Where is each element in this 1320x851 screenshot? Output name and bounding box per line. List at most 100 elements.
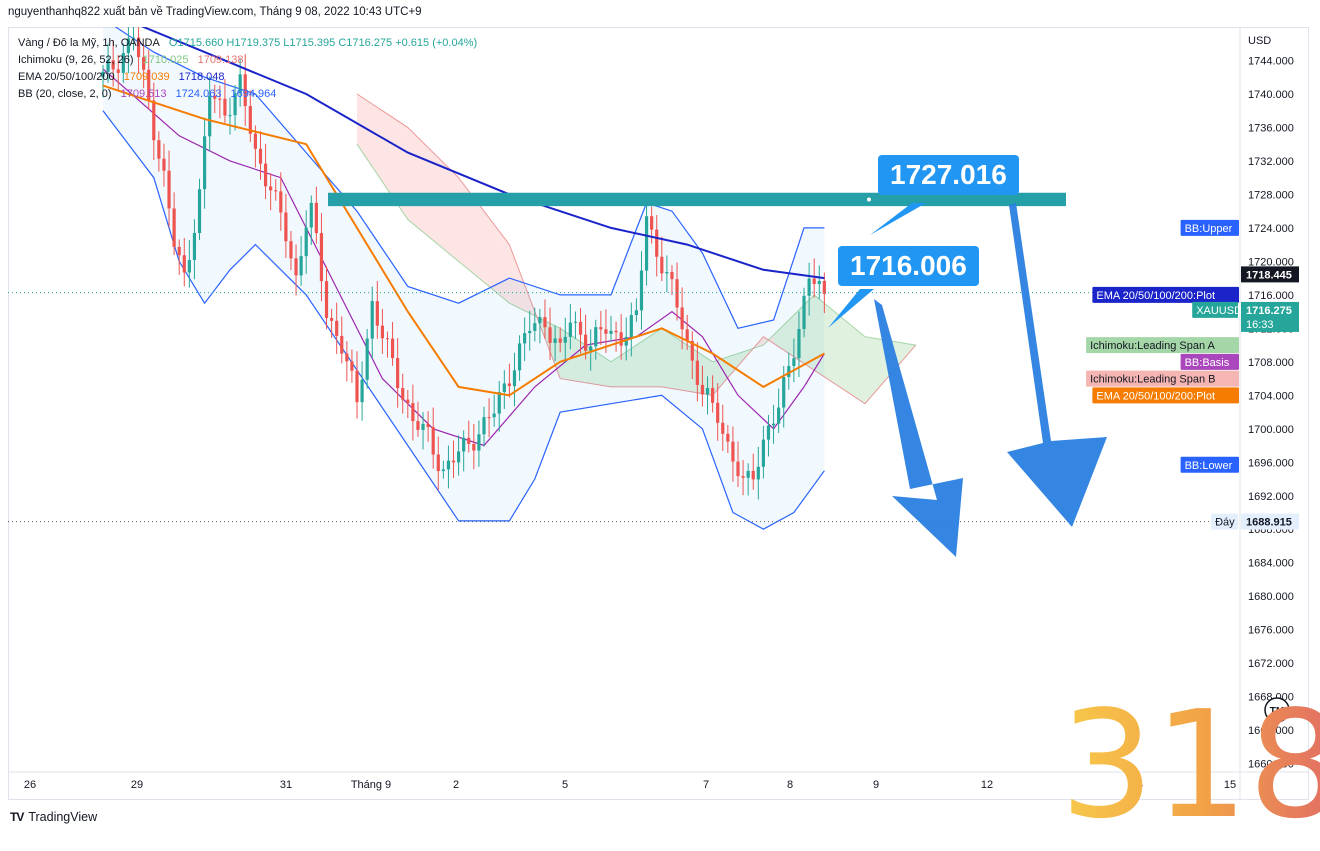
ichimoku-cloud-segment — [651, 328, 662, 387]
candle-body — [787, 366, 791, 378]
candle-body — [411, 403, 415, 422]
price-tag-label-bg — [1086, 370, 1239, 387]
price-tag: BB:Basis — [1180, 353, 1239, 370]
legend-symbol-row[interactable]: Vàng / Đô la Mỹ, 1h, OANDA O1715.660 H17… — [18, 35, 483, 52]
candle-body — [416, 421, 420, 430]
candle-body — [523, 333, 527, 344]
candle-body — [614, 330, 618, 333]
candle-body — [731, 441, 735, 462]
candle-body — [152, 100, 156, 141]
time-tick-label: 5 — [562, 779, 568, 791]
down-arrow-left — [874, 299, 963, 557]
candle-body — [396, 358, 400, 389]
ichimoku-cloud-segment — [824, 303, 835, 384]
price-tag-label: Đáy — [1215, 517, 1235, 529]
candle-body — [726, 433, 730, 442]
candle-body — [243, 74, 247, 107]
price-tag-countdown: 16:33 — [1246, 319, 1274, 331]
price-tick-label: 1672.000 — [1248, 658, 1294, 670]
candle-body — [624, 336, 628, 346]
ichimoku-cloud-segment — [804, 294, 815, 371]
ichimoku-cloud-segment — [367, 100, 378, 175]
candle-body — [502, 383, 506, 393]
price-tag: BB:Upper — [1180, 219, 1239, 236]
ichimoku-cloud-segment — [407, 127, 418, 228]
legend-ohlc: O1715.660 H1719.375 L1715.395 C1716.275 … — [168, 37, 478, 49]
legend-ichimoku-v2: 1709.138 — [197, 54, 244, 66]
legend-ema-row[interactable]: EMA 20/50/100/200 1709.039 1718.048 — [18, 69, 483, 86]
price-tick-label: 1676.000 — [1248, 625, 1294, 637]
ichimoku-cloud-segment — [611, 355, 622, 387]
candle-body — [289, 241, 293, 259]
candle-body — [294, 258, 298, 276]
ichimoku-cloud-segment — [509, 244, 520, 309]
price-tag-value: 1718.445 — [1246, 269, 1292, 281]
candle-body — [324, 281, 329, 318]
candle-body — [218, 98, 222, 100]
candle-body — [573, 321, 578, 323]
candle-body — [263, 163, 268, 187]
candle-body — [771, 423, 776, 426]
candle-body — [634, 310, 638, 316]
ichimoku-cloud-segment — [417, 137, 429, 237]
candle-body — [644, 216, 649, 271]
candle-body — [462, 437, 466, 452]
price-tag-label-bg — [1180, 456, 1239, 473]
candle-body — [782, 377, 786, 408]
ema-fast-line — [102, 84, 825, 397]
time-tick-label: 31 — [280, 779, 292, 791]
candle-body — [446, 460, 451, 470]
candle-body — [746, 470, 750, 478]
candle-body — [482, 417, 486, 435]
legend-ema-v1: 1709.039 — [123, 71, 170, 83]
ichimoku-cloud-segment — [834, 311, 845, 391]
candle-body — [172, 208, 176, 247]
ichimoku-cloud-segment — [682, 341, 693, 392]
candle-body — [457, 451, 461, 463]
candle-body — [167, 170, 171, 209]
ichimoku-cloud-segment — [641, 335, 652, 387]
candle-body — [563, 336, 567, 343]
ichimoku-cloud-segment — [875, 338, 886, 392]
ichimoku-cloud-segment — [865, 336, 876, 404]
candle-body — [111, 60, 115, 70]
candle-body — [279, 191, 283, 213]
price-tag-label: XAUUSD — [1196, 305, 1242, 317]
candle-body — [736, 461, 740, 477]
candle-body — [777, 407, 781, 424]
candle-body — [436, 454, 440, 472]
tradingview-footer[interactable]: TV TradingView — [10, 810, 97, 824]
candle-body — [421, 423, 425, 430]
time-tick-label: 15 — [1224, 779, 1236, 791]
candle-body — [309, 202, 313, 228]
candle-body — [766, 425, 771, 440]
candle-body — [639, 270, 644, 311]
price-tick-label: 1740.000 — [1248, 89, 1294, 101]
ichimoku-cloud-segment — [814, 294, 825, 377]
candle-body — [533, 323, 537, 331]
candle-body — [492, 413, 496, 418]
price-callout[interactable]: 1716.006 — [838, 246, 979, 286]
legend-ema-label: EMA 20/50/100/200 — [18, 71, 115, 83]
resistance-callout[interactable]: 1727.016 — [878, 155, 1019, 195]
price-tick-label: 1716.000 — [1248, 290, 1294, 302]
price-tag: EMA 20/50/100/200:Plot — [1092, 286, 1239, 303]
ichimoku-cloud-segment — [387, 114, 398, 205]
price-tick-label: 1732.000 — [1248, 156, 1294, 168]
time-tick-label: 2 — [453, 779, 459, 791]
candle-body — [126, 38, 130, 54]
legend-ichimoku-row[interactable]: Ichimoku (9, 26, 52, 26) 1710.025 1709.1… — [18, 52, 483, 69]
legend-bb-label: BB (20, close, 2, 0) — [18, 88, 112, 100]
candle-body — [512, 370, 517, 387]
candle-body — [741, 476, 745, 478]
legend-bb-row[interactable]: BB (20, close, 2, 0) 1709.513 1724.063 1… — [18, 86, 483, 103]
ichimoku-cloud-segment — [854, 328, 865, 404]
candle-body — [507, 383, 511, 387]
candle-body — [650, 216, 654, 230]
price-tick-label: 1704.000 — [1248, 390, 1294, 402]
candle-body — [248, 106, 252, 134]
candle-body — [350, 361, 354, 371]
price-chart[interactable]: 1744.000 1740.000 1736.000 1732.000 1728.000… — [8, 27, 1309, 800]
tm-badge-icon — [1264, 697, 1290, 723]
ichimoku-cloud-segment — [773, 325, 784, 351]
